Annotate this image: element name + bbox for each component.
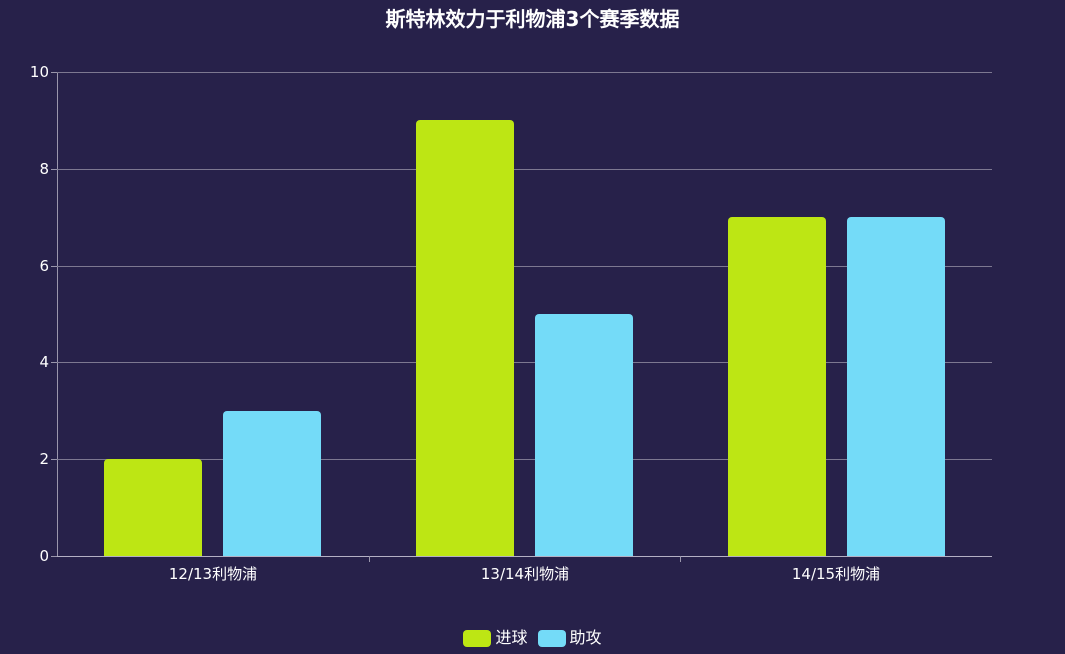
y-tick <box>51 266 57 267</box>
y-tick-label: 8 <box>39 160 49 178</box>
x-axis-line <box>57 556 992 557</box>
legend: 进球 助攻 <box>0 628 1065 648</box>
y-tick-label: 6 <box>39 257 49 275</box>
y-tick <box>51 169 57 170</box>
legend-item-assists[interactable]: 助攻 <box>537 628 602 648</box>
y-tick <box>51 362 57 363</box>
bar-goals[interactable] <box>416 120 514 556</box>
legend-label: 进球 <box>495 628 528 647</box>
y-tick <box>51 72 57 73</box>
bar-goals[interactable] <box>728 217 826 556</box>
bar-assists[interactable] <box>223 411 321 556</box>
y-tick-label: 2 <box>39 450 49 468</box>
y-axis-line <box>57 72 58 557</box>
x-category-label: 14/15利物浦 <box>791 565 881 583</box>
y-tick-label: 4 <box>39 353 49 371</box>
x-tick <box>680 556 681 562</box>
x-tick <box>369 556 370 562</box>
chart-title: 斯特林效力于利物浦3个赛季数据 <box>385 7 680 31</box>
y-tick <box>51 556 57 557</box>
bar-assists[interactable] <box>847 217 945 556</box>
legend-swatch-icon <box>463 629 492 647</box>
y-tick <box>51 459 57 460</box>
bar-assists[interactable] <box>535 314 633 556</box>
gridline <box>57 362 992 363</box>
legend-swatch-icon <box>537 629 566 647</box>
bar-goals[interactable] <box>104 459 202 556</box>
gridline <box>57 266 992 267</box>
y-tick-label: 0 <box>39 547 49 565</box>
x-category-label: 12/13利物浦 <box>168 565 258 583</box>
gridline <box>57 169 992 170</box>
x-category-label: 13/14利物浦 <box>480 565 570 583</box>
gridline <box>57 72 992 73</box>
gridline <box>57 459 992 460</box>
plot-area: 0 2 4 6 8 10 12/13利物浦 13/14利物浦 14/15利物浦 <box>30 64 992 583</box>
legend-label: 助攻 <box>569 628 602 647</box>
legend-item-goals[interactable]: 进球 <box>463 628 528 648</box>
y-tick-label: 10 <box>29 63 49 81</box>
